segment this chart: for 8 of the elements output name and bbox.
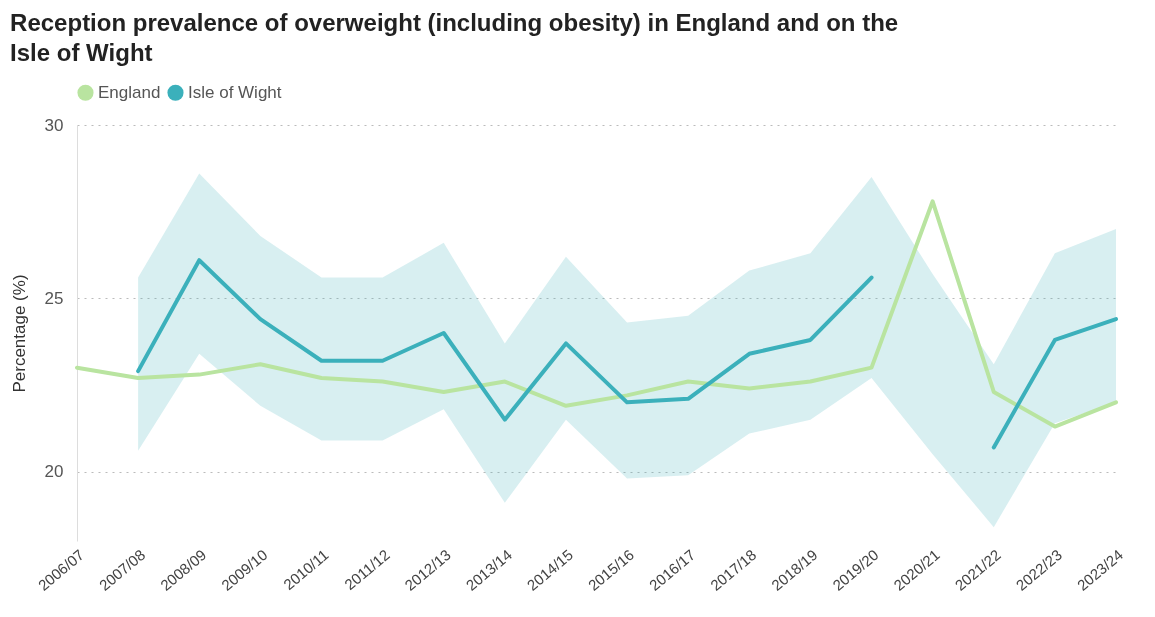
- y-tick-label: 20: [44, 462, 64, 482]
- legend-label: England: [98, 82, 161, 102]
- line-series: [75, 199, 1118, 429]
- y-tick-label: 25: [44, 288, 64, 308]
- y-axis-title: Percentage (%): [9, 274, 29, 393]
- chart-title: Reception prevalence of overweight (including obesity) in England and on the Isle of Wight: [10, 9, 899, 66]
- y-tick-label: 30: [44, 115, 64, 135]
- legend-label: Isle of Wight: [188, 82, 282, 102]
